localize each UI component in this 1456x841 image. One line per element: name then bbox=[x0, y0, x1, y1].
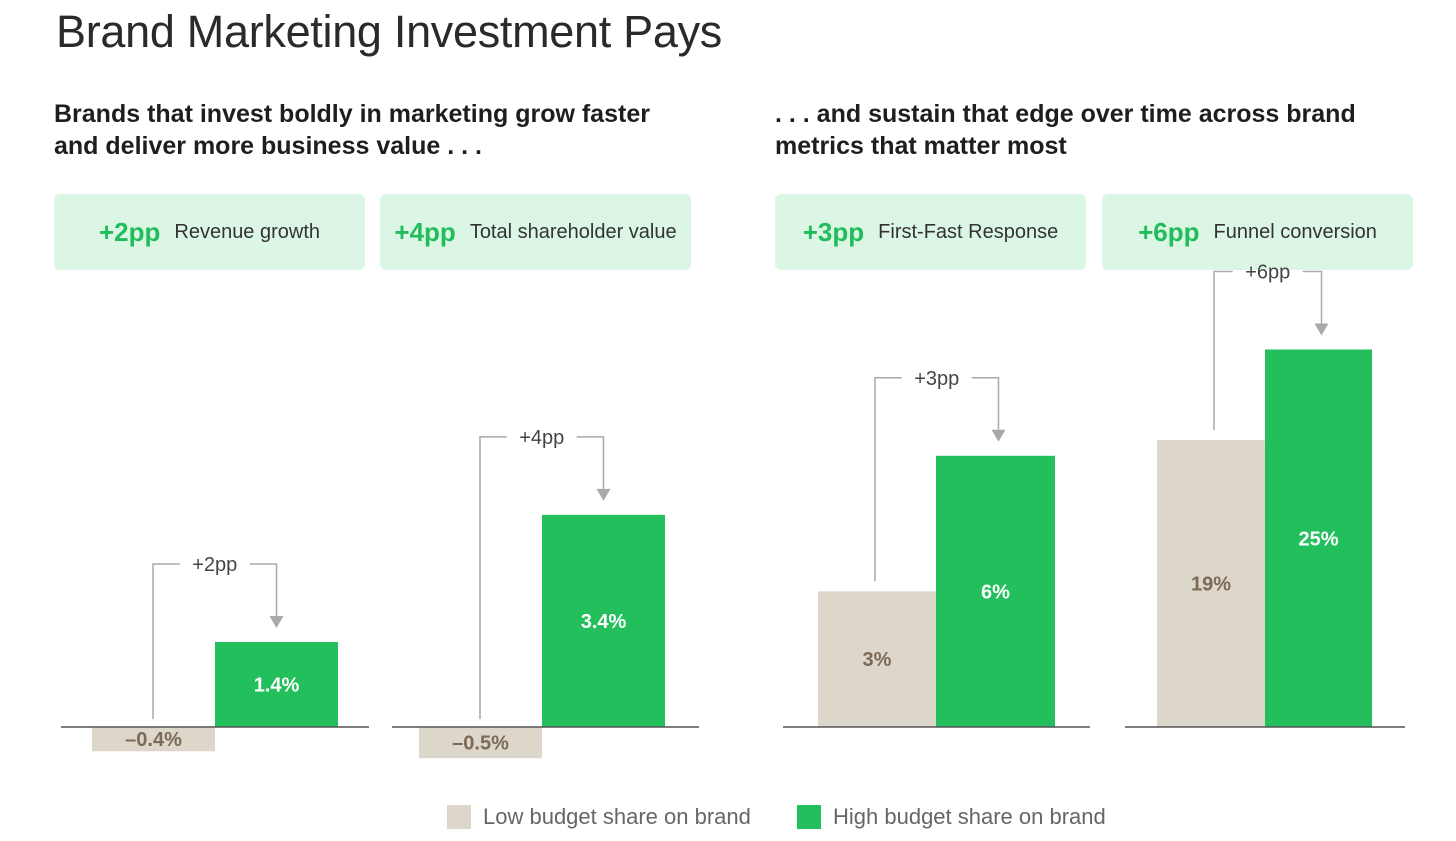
bar-label-low-2: 3% bbox=[863, 649, 892, 671]
kpi-card-response: +3pp First-Fast Response bbox=[775, 194, 1086, 270]
legend-item-low: Low budget share on brand bbox=[447, 800, 751, 834]
diff-label-1: +4pp bbox=[519, 427, 564, 449]
kpi-card-revenue: +2pp Revenue growth bbox=[54, 194, 365, 270]
kpi-card-funnel: +6pp Funnel conversion bbox=[1102, 194, 1413, 270]
bar-label-high-2: 6% bbox=[981, 581, 1010, 603]
diff-bracket-right-3 bbox=[1302, 270, 1323, 324]
kpi-value: +3pp bbox=[802, 216, 865, 247]
diff-label-0: +2pp bbox=[192, 554, 237, 576]
bar-label-high-0: 1.4% bbox=[254, 675, 300, 697]
kpi-label: Revenue growth bbox=[174, 220, 321, 243]
diff-bracket-left-2 bbox=[874, 377, 902, 582]
bar-low-0 bbox=[92, 727, 215, 752]
subtitle-left: Brands that invest boldly in marketing g… bbox=[54, 100, 650, 160]
legend-swatch-high bbox=[797, 805, 821, 829]
legend-label-high: High budget share on brand bbox=[833, 804, 1106, 829]
bar-high-0 bbox=[215, 642, 338, 727]
bar-low-1 bbox=[419, 727, 542, 759]
diff-bracket-right-2 bbox=[971, 377, 1000, 430]
diff-bracket-left-0 bbox=[152, 563, 180, 719]
diff-bracket-left-1 bbox=[479, 436, 507, 719]
legend-swatch-low bbox=[447, 805, 471, 829]
diff-arrow-0 bbox=[269, 616, 284, 629]
bar-high-2 bbox=[936, 455, 1055, 727]
bar-low-3 bbox=[1157, 440, 1265, 727]
legend-label-low: Low budget share on brand bbox=[483, 804, 751, 829]
bar-label-high-3: 25% bbox=[1298, 528, 1338, 550]
bar-label-low-0: –0.4% bbox=[125, 729, 182, 751]
kpi-label: Funnel conversion bbox=[1213, 220, 1377, 243]
bar-label-low-1: –0.5% bbox=[452, 733, 509, 755]
diff-bracket-right-0 bbox=[249, 563, 278, 617]
diff-bracket-left-3 bbox=[1213, 270, 1233, 431]
legend-item-high: High budget share on brand bbox=[797, 800, 1106, 834]
bar-high-1 bbox=[542, 514, 665, 727]
kpi-label: First-Fast Response bbox=[878, 220, 1059, 243]
diff-label-3: +6pp bbox=[1245, 262, 1290, 284]
diff-label-2: +3pp bbox=[914, 368, 959, 390]
bar-label-low-3: 19% bbox=[1191, 574, 1231, 596]
bar-low-2 bbox=[818, 591, 936, 727]
diff-arrow-3 bbox=[1314, 323, 1329, 336]
bar-label-high-1: 3.4% bbox=[581, 611, 627, 633]
kpi-value: +2pp bbox=[98, 216, 161, 247]
kpi-value: +6pp bbox=[1138, 216, 1200, 247]
diff-arrow-2 bbox=[991, 429, 1006, 442]
diff-arrow-1 bbox=[596, 488, 611, 501]
subtitle-right: . . . and sustain that edge over time ac… bbox=[775, 100, 1356, 160]
bar-high-3 bbox=[1265, 349, 1372, 727]
diff-bracket-right-1 bbox=[576, 436, 605, 489]
kpi-value: +4pp bbox=[394, 216, 456, 247]
kpi-card-shareholder: +4pp Total shareholder value bbox=[380, 194, 691, 270]
kpi-label: Total shareholder value bbox=[469, 220, 677, 243]
page-title: Brand Marketing Investment Pays bbox=[56, 6, 723, 57]
